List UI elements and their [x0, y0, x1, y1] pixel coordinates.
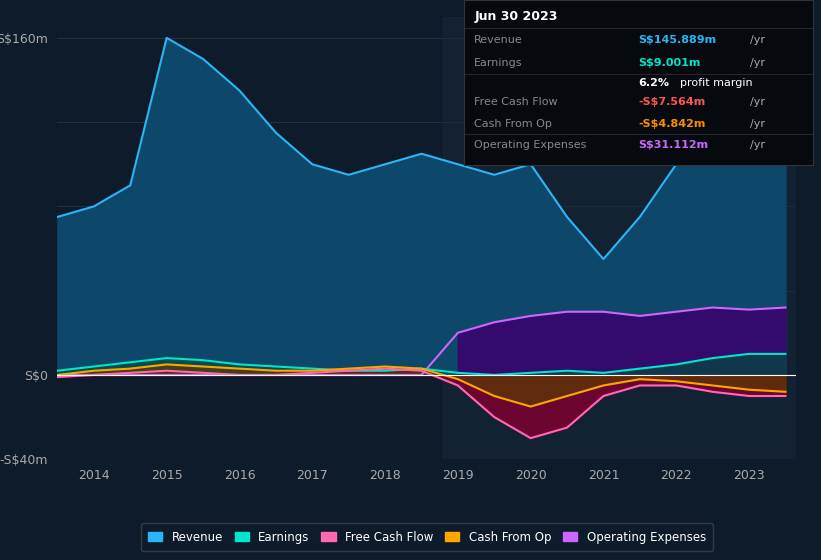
Legend: Revenue, Earnings, Free Cash Flow, Cash From Op, Operating Expenses: Revenue, Earnings, Free Cash Flow, Cash … [140, 524, 713, 550]
Text: Cash From Op: Cash From Op [475, 119, 553, 129]
Text: S$31.112m: S$31.112m [639, 141, 709, 151]
Text: Jun 30 2023: Jun 30 2023 [475, 10, 557, 23]
Text: /yr: /yr [750, 97, 765, 108]
Text: S$9.001m: S$9.001m [639, 58, 700, 68]
Text: S$145.889m: S$145.889m [639, 35, 717, 45]
Text: Operating Expenses: Operating Expenses [475, 141, 587, 151]
Text: 6.2%: 6.2% [639, 78, 669, 87]
Text: Earnings: Earnings [475, 58, 523, 68]
Text: /yr: /yr [750, 58, 765, 68]
Text: -S$4.842m: -S$4.842m [639, 119, 706, 129]
Text: /yr: /yr [750, 141, 765, 151]
Bar [443, 17, 800, 459]
Text: /yr: /yr [750, 35, 765, 45]
Text: -S$7.564m: -S$7.564m [639, 97, 705, 108]
Text: Revenue: Revenue [475, 35, 523, 45]
Text: Free Cash Flow: Free Cash Flow [475, 97, 558, 108]
Text: /yr: /yr [750, 119, 765, 129]
Text: profit margin: profit margin [680, 78, 753, 87]
